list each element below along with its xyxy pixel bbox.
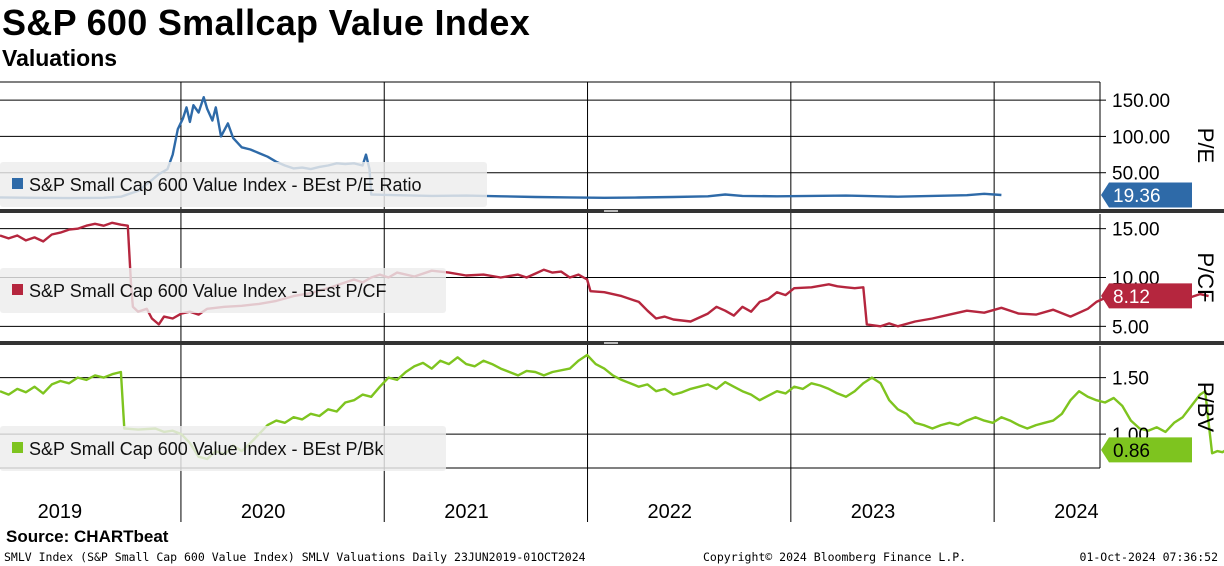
pb-axis-title: P/BV [1193,382,1218,432]
x-tick-label: 2022 [648,501,693,523]
pcf-last-value-badge [1101,283,1192,309]
pcf-legend-label: S&P Small Cap 600 Value Index - BEst P/C… [29,281,387,301]
y-tick-label: 150.00 [1112,91,1170,112]
pb-legend-swatch [12,442,23,453]
panel-separator-grip [604,210,618,212]
pb-last-value-label: 0.86 [1113,441,1150,462]
y-tick-label: 1.50 [1112,369,1149,390]
x-tick-label: 2024 [1054,501,1099,523]
pe-last-value-badge [1101,182,1192,208]
footer-description: SMLV Index (S&P Small Cap 600 Value Inde… [4,550,586,564]
pcf-legend-box [0,268,446,313]
pcf-last-value-label: 8.12 [1113,287,1150,308]
y-tick-label: 100.00 [1112,127,1170,148]
footer-copyright: Copyright© 2024 Bloomberg Finance L.P. [703,550,967,564]
source-note: Source: CHARTbeat [6,527,169,546]
pb-legend-box [0,426,446,471]
footer-timestamp: 01-Oct-2024 07:36:52 [1079,550,1218,564]
pb-legend-label: S&P Small Cap 600 Value Index - BEst P/B… [29,439,385,459]
y-tick-label: 50.00 [1112,164,1160,185]
x-tick-label: 2020 [241,501,286,523]
panel-separator-grip [604,342,618,344]
overlay-layer: 50.00 100.00 150.00 S&P Small Cap 600 Value… [0,91,1224,523]
pe-legend-swatch [12,178,23,189]
pe-axis-title: P/E [1193,128,1218,163]
chart-subtitle: Valuations [2,45,118,71]
x-tick-label: 2019 [38,501,83,523]
chart-title: S&P 600 Smallcap Value Index [2,2,531,43]
pe-legend-label: S&P Small Cap 600 Value Index - BEst P/E… [29,175,422,195]
y-tick-label: 15.00 [1112,220,1160,241]
pe-last-value-label: 19.36 [1113,186,1161,207]
y-tick-label: 5.00 [1112,317,1149,338]
pe-legend-box [0,162,487,207]
x-tick-label: 2021 [444,501,489,523]
pb-last-value-badge [1101,437,1192,463]
pcf-legend-swatch [12,284,23,295]
x-tick-label: 2023 [851,501,896,523]
pcf-axis-title: P/CF [1193,252,1218,302]
